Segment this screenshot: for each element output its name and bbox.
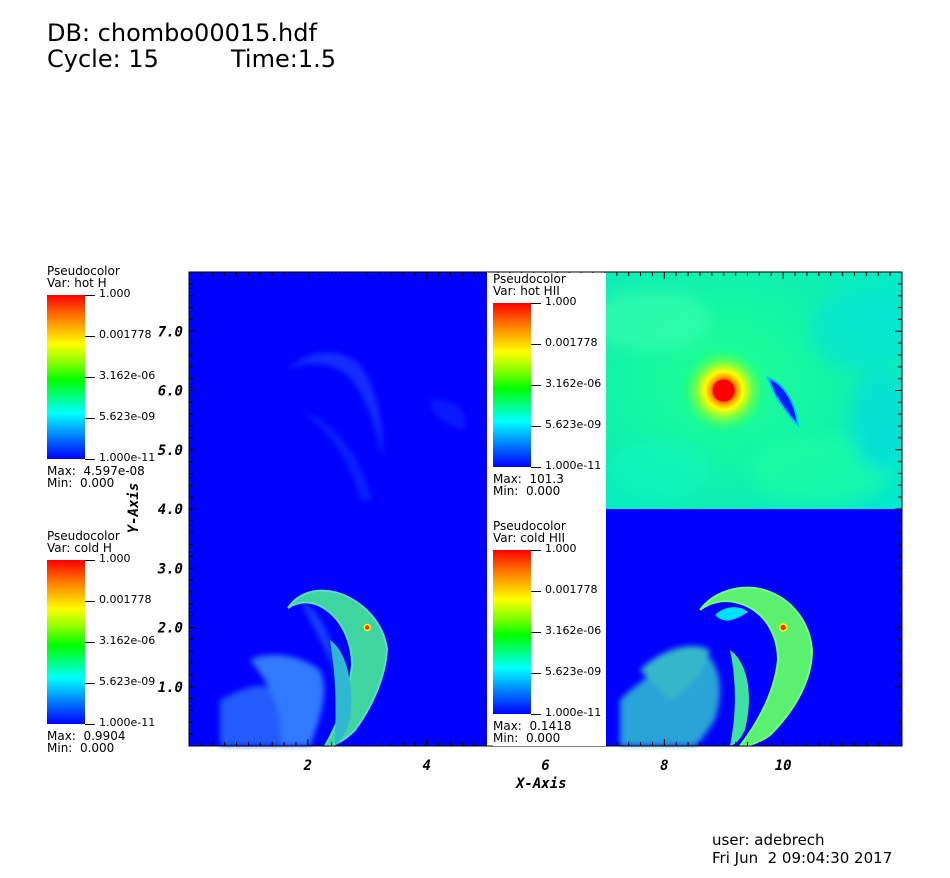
- x-tick-label: 2: [303, 758, 312, 774]
- cycle-label: Cycle: 15: [47, 45, 159, 73]
- legend-min: Min: 0.000: [493, 484, 561, 498]
- y-tick-label: 1.0: [158, 680, 183, 696]
- colorbar-tick-label: 1.000e-11: [99, 451, 156, 464]
- colorbar-tick-label: 0.001778: [545, 583, 598, 596]
- colorbar-tick-label: 1.000: [99, 552, 131, 565]
- legend-var: Var: cold H: [47, 541, 112, 555]
- colorbar: [493, 303, 531, 467]
- x-tick-label: 8: [660, 758, 668, 774]
- db-title: DB: chombo00015.hdf: [47, 19, 317, 47]
- legend-hot-h: Pseudocolor Var: hot H 1.000 0.001778 3.16…: [47, 264, 155, 489]
- colorbar-tick: [85, 459, 95, 460]
- y-axis-label: Y-Axis: [126, 482, 142, 534]
- x-tick-labels: 2 4 6 8 10: [303, 758, 792, 774]
- y-tick-label: 4.0: [158, 502, 183, 518]
- colorbar-tick-label: 1.000: [545, 542, 577, 555]
- colorbar-tick-label: 3.162e-06: [545, 377, 602, 390]
- colorbar-tick: [85, 642, 95, 643]
- colorbar-tick-label: 0.001778: [99, 593, 152, 606]
- x-tick-label: 4: [422, 758, 430, 774]
- y-tick-labels: 1.0 2.0 3.0 4.0 5.0 6.0 7.0: [157, 324, 183, 696]
- colorbar-tick-label: 1.000e-11: [545, 459, 602, 472]
- colorbar-tick: [531, 714, 541, 715]
- legend-var: Var: cold HII: [493, 531, 566, 545]
- colorbar-tick-label: 5.623e-09: [99, 675, 156, 688]
- cold-core-right: [778, 623, 788, 632]
- colorbar-tick: [85, 295, 95, 296]
- cycle-time-line: Cycle: 15 Time:1.5: [47, 46, 336, 72]
- x-axis-label: X-Axis: [516, 776, 567, 792]
- legend-max: Max: 4.597e-08: [47, 464, 145, 478]
- legend-var: Var: hot H: [47, 276, 107, 290]
- legend-hot-hii: Pseudocolor Var: hot HII 1.000 0.001778 3.…: [493, 273, 606, 509]
- colorbar-tick-label: 1.000: [99, 287, 131, 300]
- colorbar-tick-label: 0.001778: [99, 328, 152, 341]
- x-tick-label: 10: [775, 758, 792, 774]
- colorbar-tick-label: 1.000e-11: [99, 716, 156, 729]
- y-tick-label: 2.0: [157, 621, 183, 637]
- colorbar-tick: [531, 673, 541, 674]
- colorbar-tick: [85, 418, 95, 419]
- legend-title: Pseudocolor: [493, 272, 566, 286]
- colorbar-tick: [85, 724, 95, 725]
- hot-star-core: [712, 379, 735, 402]
- colorbar-tick-label: 5.623e-09: [545, 418, 602, 431]
- y-tick-label: 6.0: [158, 384, 183, 400]
- colorbar-tick-label: 1.000: [545, 295, 577, 308]
- colorbar-tick-label: 1.000e-11: [545, 706, 602, 719]
- colorbar-tick-label: 3.162e-06: [99, 634, 156, 647]
- colorbar-tick: [531, 591, 541, 592]
- legend-cold-hii: Pseudocolor Var: cold HII 1.000 0.001778 3…: [493, 520, 606, 746]
- hot-h-filament: [288, 352, 466, 500]
- legend-min: Min: 0.000: [47, 741, 115, 755]
- y-tick-label: 7.0: [158, 324, 183, 340]
- colorbar: [493, 550, 531, 714]
- colorbar-tick: [85, 560, 95, 561]
- hot-hii-texture: [606, 290, 902, 505]
- legend-cold-h: Pseudocolor Var: cold H 1.000 0.001778 3.1…: [47, 529, 155, 754]
- colorbar: [47, 295, 85, 459]
- date-label: Fri Jun 2 09:04:30 2017: [712, 849, 893, 867]
- colorbar-tick: [85, 377, 95, 378]
- colorbar-tick: [531, 303, 541, 304]
- y-tick-label: 3.0: [157, 561, 183, 577]
- legend-title: Pseudocolor: [47, 529, 120, 543]
- legend-max: Max: 0.1418: [493, 719, 572, 733]
- colorbar-tick-label: 0.001778: [545, 336, 598, 349]
- colorbar-tick-label: 3.162e-06: [99, 369, 156, 382]
- colorbar-tick-label: 3.162e-06: [545, 624, 602, 637]
- colorbar-tick-label: 5.623e-09: [99, 410, 156, 423]
- legend-title: Pseudocolor: [47, 264, 120, 278]
- colorbar-tick: [531, 426, 541, 427]
- colorbar-tick: [531, 467, 541, 468]
- legend-min: Min: 0.000: [47, 476, 115, 490]
- cold-core-left: [363, 623, 371, 632]
- legend-max: Max: 101.3: [493, 472, 564, 486]
- colorbar-tick: [85, 336, 95, 337]
- cold-h-structure: [220, 589, 389, 748]
- colorbar-tick: [531, 344, 541, 345]
- cold-hii-structure: [620, 586, 814, 748]
- colorbar-tick-label: 5.623e-09: [545, 665, 602, 678]
- hot-hii-shadow: [766, 376, 800, 428]
- time-label: Time:1.5: [231, 45, 336, 73]
- panel-hot-h: [189, 272, 487, 509]
- x-tick-label: 6: [541, 758, 549, 774]
- colorbar-tick: [85, 601, 95, 602]
- colorbar-tick: [85, 683, 95, 684]
- user-label: user: adebrech: [712, 831, 825, 849]
- colorbar-tick: [531, 550, 541, 551]
- legend-max: Max: 0.9904: [47, 729, 126, 743]
- legend-min: Min: 0.000: [493, 731, 561, 745]
- colorbar-tick: [531, 632, 541, 633]
- legend-var: Var: hot HII: [493, 284, 560, 298]
- colorbar: [47, 560, 85, 724]
- legend-title: Pseudocolor: [493, 519, 566, 533]
- colorbar-tick: [531, 385, 541, 386]
- y-tick-label: 5.0: [158, 443, 183, 459]
- y-ticks: [189, 271, 902, 747]
